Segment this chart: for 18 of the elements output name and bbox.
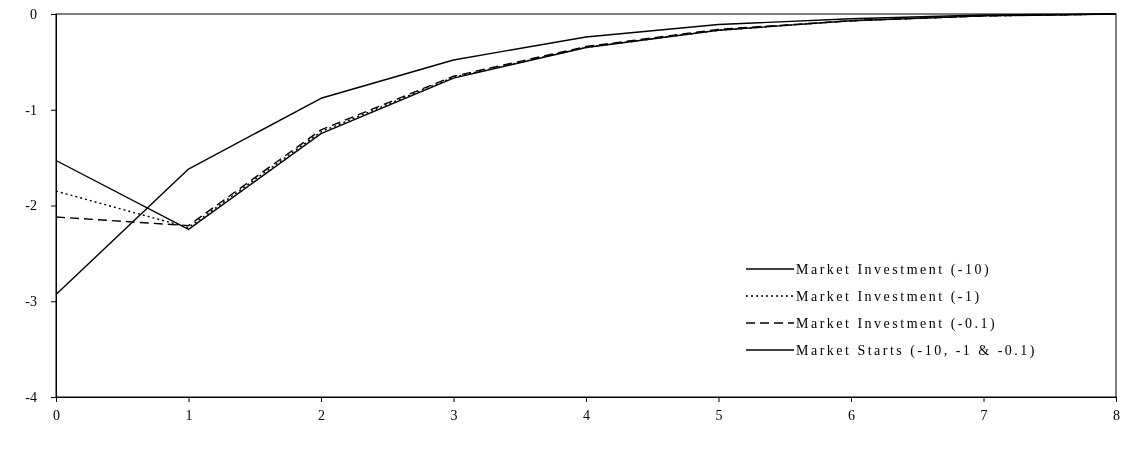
legend-label: Market Starts (-10, -1 & -0.1) xyxy=(796,343,1038,359)
x-tick-label: 8 xyxy=(1113,407,1120,423)
x-tick-label: 7 xyxy=(980,407,988,423)
y-tick-label: -2 xyxy=(25,198,37,214)
x-tick-label: 5 xyxy=(715,407,723,423)
y-tick-label: -1 xyxy=(25,102,37,118)
x-tick-label: 6 xyxy=(848,407,855,423)
legend-label: Market Investment (-1) xyxy=(796,289,982,305)
legend-label: Market Investment (-0.1) xyxy=(796,316,998,332)
x-tick-label: 2 xyxy=(318,407,325,423)
legend-label: Market Investment (-10) xyxy=(796,262,992,278)
x-tick-label: 0 xyxy=(53,407,60,423)
x-tick-label: 3 xyxy=(450,407,458,423)
y-tick-label: -4 xyxy=(25,389,37,405)
x-tick-label: 4 xyxy=(583,407,590,423)
x-tick-label: 1 xyxy=(185,407,193,423)
y-tick-label: 0 xyxy=(30,6,37,22)
y-tick-label: -3 xyxy=(25,294,37,310)
